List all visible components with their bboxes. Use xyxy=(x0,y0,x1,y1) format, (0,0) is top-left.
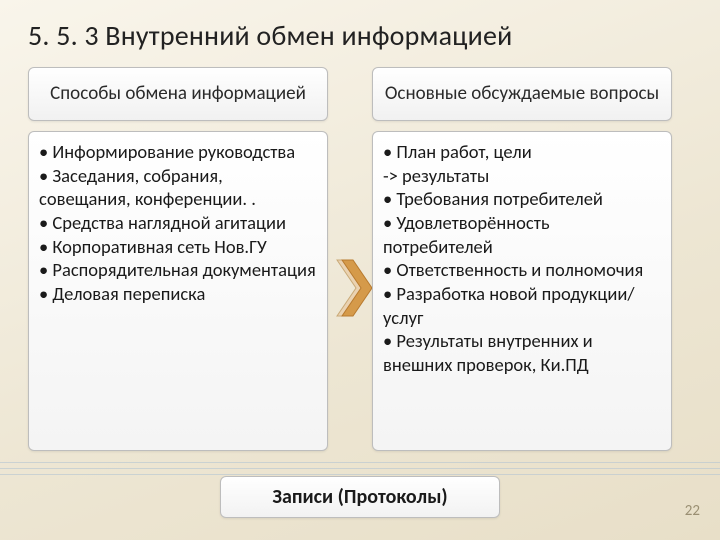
slide: 5. 5. 3 Внутренний обмен информацией Спо… xyxy=(0,0,720,540)
decorative-line xyxy=(0,468,720,469)
left-column: Способы обмена информацией • Информирова… xyxy=(28,67,328,451)
left-header: Способы обмена информацией xyxy=(28,67,328,121)
footer-box: Записи (Протоколы) xyxy=(220,476,500,518)
right-body: • План работ, цели-> результаты• Требова… xyxy=(372,131,672,451)
columns: Способы обмена информацией • Информирова… xyxy=(28,67,692,451)
slide-title: 5. 5. 3 Внутренний обмен информацией xyxy=(28,18,692,53)
left-body: • Информирование руководства• Заседания,… xyxy=(28,131,328,451)
right-header: Основные обсуждаемые вопросы xyxy=(372,67,672,121)
decorative-line xyxy=(0,474,720,475)
decorative-line xyxy=(0,462,720,463)
arrow-icon xyxy=(334,257,374,319)
right-column: Основные обсуждаемые вопросы • План рабо… xyxy=(372,67,672,451)
page-number: 22 xyxy=(685,502,700,520)
